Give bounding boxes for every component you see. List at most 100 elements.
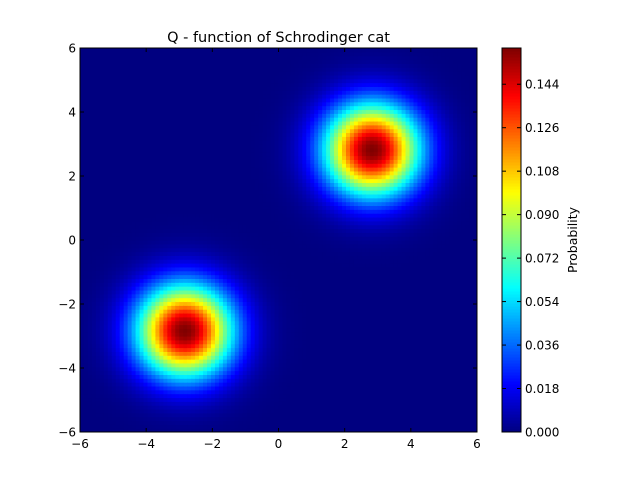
heatmap-cell — [135, 316, 141, 322]
heatmap-cell — [143, 182, 149, 187]
heatmap-cell — [83, 374, 89, 379]
heatmap-cell — [99, 312, 105, 318]
heatmap-cell — [254, 190, 260, 195]
heatmap-cell — [183, 389, 188, 395]
heatmap-cell — [218, 147, 224, 153]
heatmap-cell — [226, 155, 232, 160]
heatmap-cell — [214, 136, 220, 141]
heatmap-cell — [183, 51, 188, 57]
heatmap-cell — [127, 182, 133, 187]
heatmap-cell — [250, 190, 256, 195]
heatmap-cell — [83, 320, 89, 326]
heatmap-cell — [183, 370, 188, 375]
heatmap-cell — [115, 67, 121, 72]
heatmap-cell — [250, 201, 256, 207]
heatmap-cell — [135, 328, 141, 333]
heatmap-cell — [207, 117, 212, 122]
heatmap-cell — [230, 412, 236, 418]
heatmap-cell — [155, 186, 160, 191]
heatmap-cell — [115, 408, 121, 414]
heatmap-cell — [238, 132, 244, 137]
heatmap-cell — [99, 424, 105, 429]
heatmap-cell — [107, 167, 113, 172]
heatmap-cell — [87, 243, 93, 249]
heatmap-cell — [187, 301, 192, 306]
heatmap-cell — [203, 316, 208, 322]
heatmap-cell — [135, 412, 141, 418]
heatmap-cell — [119, 120, 125, 126]
heatmap-cell — [107, 94, 113, 99]
heatmap-cell — [147, 305, 153, 310]
heatmap-cell — [135, 263, 141, 268]
heatmap-cell — [211, 147, 216, 153]
heatmap-cell — [159, 324, 164, 329]
heatmap-cell — [159, 389, 164, 395]
heatmap-cell — [103, 263, 109, 268]
heatmap-cell — [83, 278, 89, 283]
heatmap-cell — [163, 201, 168, 207]
heatmap-cell — [250, 393, 256, 399]
heatmap-cell — [230, 359, 236, 364]
heatmap-cell — [246, 236, 252, 241]
heatmap-cell — [159, 193, 164, 199]
heatmap-cell — [95, 193, 101, 199]
heatmap-cell — [115, 293, 121, 299]
heatmap-cell — [214, 263, 220, 268]
heatmap-cell — [95, 255, 101, 260]
heatmap-cell — [80, 90, 85, 95]
heatmap-cell — [250, 144, 256, 149]
heatmap-cell — [80, 228, 85, 233]
heatmap-cell — [155, 155, 160, 160]
heatmap-cell — [127, 324, 133, 329]
heatmap-cell — [183, 124, 188, 130]
heatmap-cell — [83, 151, 89, 157]
heatmap-cell — [222, 297, 228, 303]
heatmap-cell — [222, 216, 228, 222]
heatmap-cell — [262, 167, 268, 172]
heatmap-cell — [103, 255, 109, 260]
heatmap-cell — [266, 305, 272, 310]
heatmap-cell — [80, 209, 85, 214]
heatmap-cell — [214, 320, 220, 326]
heatmap-cell — [242, 309, 248, 314]
heatmap-cell — [103, 48, 109, 53]
heatmap-cell — [155, 120, 160, 126]
heatmap-cell — [159, 151, 164, 157]
heatmap-cell — [163, 405, 168, 410]
heatmap-cell — [111, 255, 117, 260]
heatmap-cell — [246, 59, 252, 64]
heatmap-cell — [95, 178, 101, 183]
heatmap-cell — [107, 366, 113, 372]
heatmap-cell — [87, 416, 93, 422]
heatmap-cell — [87, 366, 93, 372]
heatmap-cell — [211, 132, 216, 137]
heatmap-cell — [238, 274, 244, 279]
heatmap-cell — [151, 82, 157, 87]
heatmap-cell — [115, 389, 121, 395]
heatmap-cell — [151, 205, 157, 210]
heatmap-cell — [171, 389, 176, 395]
heatmap-cell — [179, 232, 184, 237]
heatmap-cell — [111, 305, 117, 310]
heatmap-cell — [131, 424, 137, 429]
heatmap-cell — [175, 243, 180, 249]
heatmap-cell — [131, 251, 137, 256]
heatmap-cell — [274, 67, 280, 72]
heatmap-cell — [250, 320, 256, 326]
heatmap-cell — [238, 90, 244, 95]
heatmap-cell — [199, 370, 204, 375]
heatmap-cell — [87, 147, 93, 153]
heatmap-cell — [179, 393, 184, 399]
heatmap-cell — [254, 282, 260, 287]
heatmap-cell — [266, 351, 272, 356]
heatmap-cell — [262, 420, 268, 425]
heatmap-cell — [230, 274, 236, 279]
heatmap-cell — [95, 147, 101, 153]
heatmap-cell — [95, 190, 101, 195]
heatmap-cell — [127, 136, 133, 141]
heatmap-cell — [107, 305, 113, 310]
heatmap-cell — [238, 128, 244, 134]
heatmap-cell — [211, 247, 216, 253]
heatmap-cell — [83, 324, 89, 329]
heatmap-cell — [139, 266, 145, 272]
